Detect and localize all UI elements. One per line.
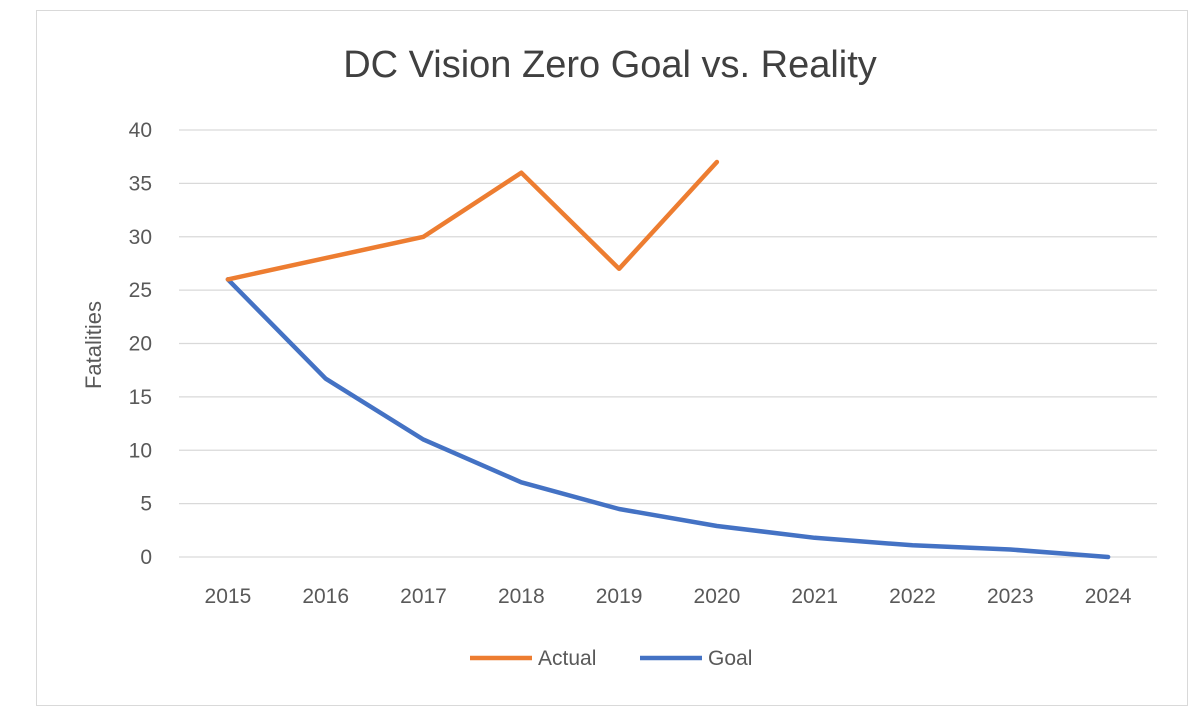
x-tick-label: 2017 — [400, 585, 447, 608]
legend-label-actual: Actual — [538, 647, 596, 670]
y-tick-label: 30 — [129, 226, 152, 249]
x-tick-label: 2019 — [596, 585, 643, 608]
y-tick-label: 0 — [140, 546, 152, 569]
y-tick-label: 40 — [129, 119, 152, 142]
y-axis-title: Fatalities — [81, 301, 106, 389]
chart-title: DC Vision Zero Goal vs. Reality — [343, 44, 877, 86]
series-lines — [225, 159, 1111, 560]
x-tick-label: 2023 — [987, 585, 1034, 608]
x-tick-label: 2015 — [205, 585, 252, 608]
x-tick-label: 2022 — [889, 585, 936, 608]
series-line-goal — [225, 277, 1111, 560]
x-tick-label: 2020 — [694, 585, 741, 608]
y-tick-label: 5 — [140, 493, 152, 516]
legend-label-goal: Goal — [708, 647, 752, 670]
y-tick-label: 15 — [129, 386, 152, 409]
y-tick-label: 35 — [129, 172, 152, 195]
y-tick-label: 20 — [129, 333, 152, 356]
y-tick-labels: 0 5 10 15 20 25 30 35 40 — [129, 119, 152, 569]
x-tick-label: 2024 — [1085, 585, 1132, 608]
chart-frame — [36, 10, 1188, 706]
x-tick-label: 2016 — [302, 585, 349, 608]
y-tick-label: 25 — [129, 279, 152, 302]
x-tick-label: 2021 — [791, 585, 838, 608]
y-tick-label: 10 — [129, 439, 152, 462]
legend: Actual Goal — [470, 647, 752, 670]
x-tick-label: 2018 — [498, 585, 545, 608]
gridlines — [179, 129, 1157, 558]
x-tick-labels: 2015 2016 2017 2018 2019 2020 2021 2022 2023 2024 — [205, 585, 1132, 608]
series-line-actual — [225, 159, 720, 282]
